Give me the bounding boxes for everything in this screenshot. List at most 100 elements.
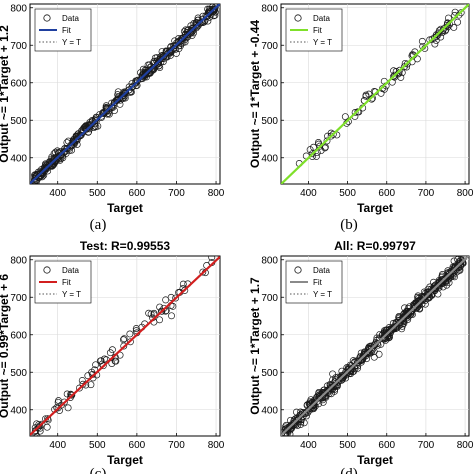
- data-point: [457, 9, 465, 17]
- legend-label: Data: [62, 14, 79, 23]
- panel-d: 400 500 600 700 800 400 500 600 700 800 Data Fit Y =…: [248, 239, 474, 474]
- data-point: [334, 378, 342, 386]
- data-point: [35, 423, 43, 431]
- data-point: [317, 147, 325, 155]
- data-point: [158, 307, 166, 315]
- data-point: [108, 360, 116, 367]
- data-point: [116, 100, 124, 108]
- data-point: [91, 117, 99, 125]
- data-point: [101, 355, 108, 363]
- data-point: [75, 384, 83, 392]
- data-point: [42, 164, 49, 172]
- data-point: [403, 60, 411, 68]
- data-point: [396, 66, 404, 74]
- y-axis-label: Output ~= 1*Target + 1.2: [0, 25, 11, 163]
- data-point: [341, 113, 349, 121]
- fit-line: [281, 256, 469, 436]
- legend-label: Y = T: [313, 290, 332, 299]
- legend-label: Data: [62, 266, 79, 275]
- data-point: [126, 330, 134, 338]
- data-point: [97, 357, 105, 365]
- data-point: [421, 293, 429, 301]
- data-point: [389, 323, 397, 331]
- legend-label: Fit: [62, 26, 72, 35]
- x-tick-label: 500: [89, 188, 106, 199]
- data-point: [351, 109, 359, 116]
- y-tick-label: 800: [10, 255, 27, 266]
- data-point: [418, 37, 426, 45]
- data-point: [63, 390, 71, 398]
- y-axis-label: Output ~= 0.99*Target + 6: [0, 274, 11, 418]
- data-point: [286, 423, 293, 431]
- data-point: [63, 139, 71, 146]
- y-axis-label: Output ~= 1*Target + 1.7: [248, 277, 262, 415]
- x-tick-label: 800: [208, 440, 225, 451]
- legend-marker: [43, 14, 51, 22]
- plot-content: [30, 256, 220, 436]
- data-point: [303, 408, 310, 416]
- legend-label: Y = T: [62, 38, 81, 47]
- data-point: [33, 433, 41, 436]
- data-point: [125, 86, 133, 94]
- data-point: [308, 150, 316, 158]
- data-point: [454, 18, 462, 26]
- data-point: [423, 291, 431, 298]
- data-point: [377, 89, 385, 97]
- data-point: [404, 310, 412, 318]
- x-tick-label: 800: [457, 188, 474, 199]
- data-point: [416, 305, 424, 313]
- data-point: [44, 415, 52, 423]
- legend-marker: [294, 14, 302, 22]
- data-point: [300, 419, 308, 427]
- legend: Data Fit Y = T: [285, 260, 343, 304]
- data-point: [70, 138, 78, 146]
- x-axis-label: Target: [357, 453, 393, 467]
- y-tick-label: 400: [261, 153, 278, 164]
- data-point: [36, 422, 44, 430]
- y-tick-label: 800: [261, 3, 278, 14]
- data-point: [122, 88, 130, 96]
- data-point: [147, 310, 155, 318]
- x-tick-label: 400: [49, 188, 66, 199]
- data-point: [94, 122, 102, 130]
- panel-b: 400 500 600 700 800 400 500 600 700 800 Data Fit Y =…: [248, 3, 474, 233]
- data-point: [108, 346, 116, 354]
- data-point: [181, 286, 189, 294]
- data-point: [31, 182, 37, 184]
- x-tick-label: 700: [168, 440, 185, 451]
- data-point: [79, 380, 87, 388]
- data-point: [153, 53, 161, 61]
- data-point: [316, 142, 324, 150]
- data-point: [133, 77, 141, 85]
- data-point: [41, 166, 49, 174]
- fit-line: [30, 4, 220, 184]
- legend: Data Fit Y = T: [34, 8, 92, 52]
- plot-content: [281, 256, 469, 436]
- data-point: [73, 136, 81, 144]
- data-point: [36, 427, 44, 435]
- data-point: [397, 73, 405, 81]
- data-point: [391, 71, 399, 79]
- data-point: [64, 404, 72, 412]
- x-tick-label: 800: [208, 188, 225, 199]
- legend-label: Y = T: [62, 290, 81, 299]
- legend-label: Data: [313, 266, 330, 275]
- y-tick-label: 500: [10, 368, 27, 379]
- data-point: [156, 316, 164, 324]
- data-point: [362, 91, 370, 99]
- x-tick-label: 500: [339, 188, 356, 199]
- data-point: [171, 42, 179, 49]
- x-tick-label: 400: [49, 440, 66, 451]
- data-point: [54, 154, 62, 162]
- panel-caption: (c): [90, 466, 107, 474]
- legend: Data Fit Y = T: [285, 8, 343, 52]
- y-tick-label: 500: [261, 116, 278, 127]
- data-point: [363, 355, 371, 363]
- data-point: [357, 349, 365, 357]
- data-point: [310, 401, 318, 408]
- x-tick-label: 600: [378, 440, 395, 451]
- data-point: [60, 149, 68, 157]
- x-axis-label: Target: [357, 201, 393, 215]
- data-point: [179, 280, 187, 288]
